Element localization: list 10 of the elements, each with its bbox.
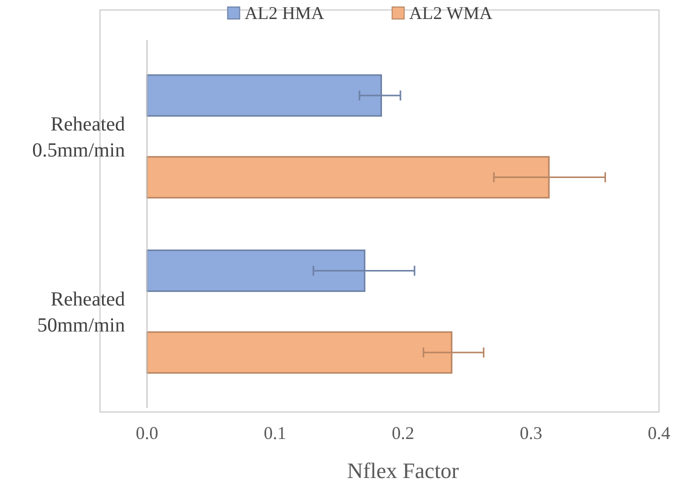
x-tick-label: 0.1: [264, 422, 286, 443]
y-tick-label: Reheated 0.5mm/min: [32, 113, 125, 162]
x-tick-label: 0.4: [648, 422, 670, 443]
y-tick-label: Reheated 50mm/min: [37, 288, 125, 337]
x-tick-label: 0.2: [392, 422, 414, 443]
x-tick-label: 0.3: [520, 422, 542, 443]
x-tick-label: 0.0: [136, 422, 158, 443]
x-axis-title: Nflex Factor: [347, 458, 460, 483]
legend-label: AL2 HMA: [244, 3, 324, 23]
legend-label: AL2 WMA: [409, 3, 492, 23]
